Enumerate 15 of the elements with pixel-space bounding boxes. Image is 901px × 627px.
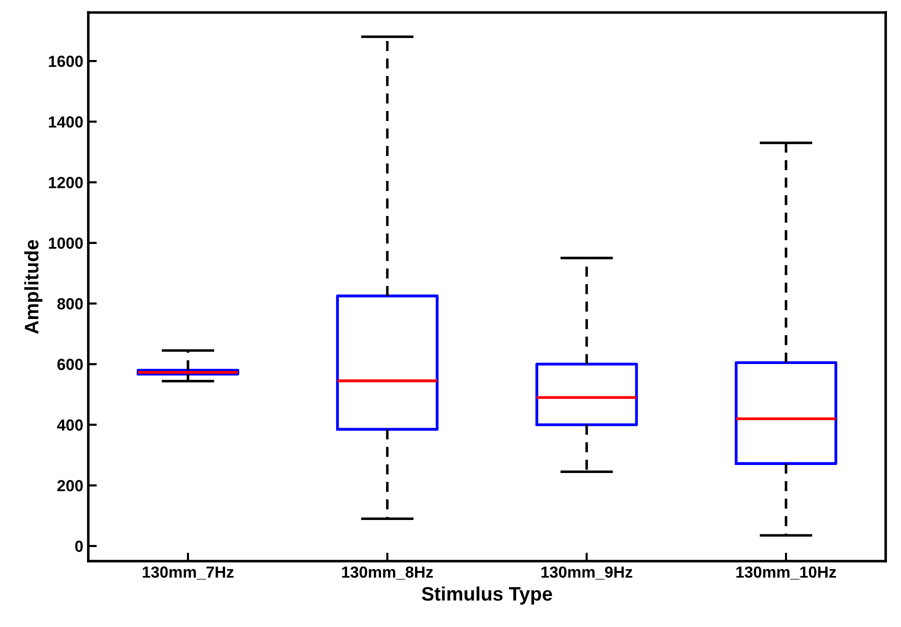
- y-tick-label: 1000: [48, 238, 83, 249]
- y-tick-label: 1400: [48, 116, 83, 128]
- x-tick-label: 130mm_8Hz: [342, 566, 433, 580]
- y-tick-label: 0: [75, 540, 83, 552]
- x-tick-label: 130mm_10Hz: [736, 566, 836, 580]
- y-tick-label: 400: [57, 419, 83, 431]
- y-tick-label: 1600: [48, 56, 83, 67]
- y-tick-label: 800: [57, 298, 83, 310]
- y-axis-title: Amplitude: [24, 240, 42, 334]
- y-tick-label: 600: [57, 358, 83, 370]
- y-tick-label: 1200: [48, 176, 83, 188]
- x-tick-label: 130mm_7Hz: [142, 566, 234, 580]
- x-tick-label: 130mm_9Hz: [542, 566, 632, 580]
- y-tick-label: 200: [57, 480, 83, 492]
- x-axis-title: Stimulus Type: [422, 586, 552, 605]
